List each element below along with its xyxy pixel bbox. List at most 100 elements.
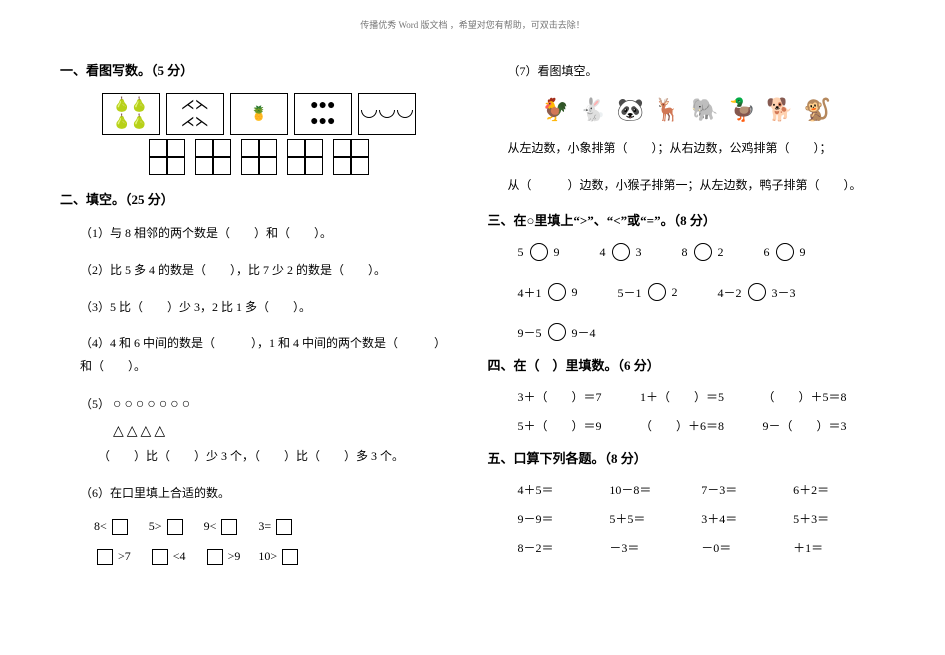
section-1-title: 一、看图写数。（5 分） (60, 60, 458, 79)
box-post: >9 (228, 549, 241, 564)
box-pre: 3= (258, 519, 271, 534)
cmp-a: 8 (682, 245, 688, 260)
box-pre: 5> (149, 519, 162, 534)
section-4-grid: 3＋（ ）＝7 1＋（ ）＝5 （ ）＋5＝8 5＋（ ）＝9 （ ）＋6＝8 … (488, 388, 886, 434)
box-pre: 8< (94, 519, 107, 534)
cmp-b: 9 (572, 285, 578, 300)
compare-item: 69 (764, 243, 806, 261)
blank-box (112, 519, 128, 535)
triangles-row: △△△△ (113, 424, 168, 439)
rooster-icon: 🐓 (542, 97, 569, 123)
box-fill-row-1: 8< 5> 9< 3= (60, 519, 458, 535)
blank-box (152, 549, 168, 565)
section-4-title: 四、在（ ）里填数。（6 分） (488, 355, 886, 374)
compare-item: 4－2 3－3 (718, 283, 796, 301)
fill-eq: 3＋（ ）＝7 (518, 388, 641, 405)
elephant-icon: 🐘 (691, 97, 718, 123)
box-item: 8< (94, 519, 131, 535)
calc-eq: 4＋5＝ (518, 481, 610, 498)
card-dots: ●●●●●● (294, 93, 352, 135)
deer-icon: 🦌 (654, 97, 681, 123)
blank-circle (748, 283, 766, 301)
compare-item: 4＋1 9 (518, 283, 578, 301)
blank-box (276, 519, 292, 535)
cmp-a: 6 (764, 245, 770, 260)
rabbit-icon: 🐇 (579, 97, 606, 123)
blank-box (167, 519, 183, 535)
cmp-b: 3 (636, 245, 642, 260)
q2-5-label: （5） (80, 397, 110, 411)
blank-circle (776, 243, 794, 261)
calc-eq: 8－2＝ (518, 539, 610, 556)
blank-circle (530, 243, 548, 261)
duck-icon: 🦆 (729, 97, 756, 123)
cmp-a: 4 (600, 245, 606, 260)
q2-7-label: （7）看图填空。 (488, 60, 886, 83)
blank-box (282, 549, 298, 565)
box-item: 3= (258, 519, 295, 535)
card-bowls (358, 93, 416, 135)
section-5-grid: 4＋5＝ 10－8＝ 7－3＝ 6＋2＝ 9－9＝ 5＋5＝ 3＋4＝ 5＋3＝… (488, 481, 886, 556)
calc-eq: 3＋4＝ (701, 510, 793, 527)
fill-eq: 5＋（ ）＝9 (518, 417, 641, 434)
card-pineapple: 🍍 (230, 93, 288, 135)
blank-circle (548, 283, 566, 301)
animal-row: 🐓 🐇 🐼 🦌 🐘 🦆 🐕 🐒 (488, 97, 886, 123)
compare-row-3: 9－5 9－4 (488, 323, 886, 341)
box-post: >7 (118, 549, 131, 564)
box-post: <4 (173, 549, 186, 564)
calc-eq: 9－9＝ (518, 510, 610, 527)
section-2-title: 二、填空。（25 分） (60, 189, 458, 208)
page: 一、看图写数。（5 分） 🍐🍐🍐🍐 ⋌⋋⋌⋋ 🍍 ●●●●●● 二、填空。（25… (0, 0, 945, 585)
box-item: >9 (204, 549, 241, 565)
panda-icon: 🐼 (616, 97, 643, 123)
fill-eq: （ ）＋6＝8 (640, 417, 763, 434)
answer-grid (241, 139, 277, 175)
right-column: （7）看图填空。 🐓 🐇 🐼 🦌 🐘 🦆 🐕 🐒 从左边数，小象排第（ ）；从右… (488, 60, 886, 565)
cmp-a: 4－2 (718, 284, 742, 301)
section-3-title: 三、在○里填上“>”、“<”或“=”。（8 分） (488, 210, 886, 229)
calc-eq: －0＝ (701, 539, 793, 556)
compare-item: 9－5 9－4 (518, 323, 596, 341)
box-item: 5> (149, 519, 186, 535)
cmp-b: 9－4 (572, 324, 596, 341)
dog-icon: 🐕 (766, 97, 793, 123)
calc-eq: 5＋5＝ (609, 510, 701, 527)
answer-grid (195, 139, 231, 175)
compare-item: 82 (682, 243, 724, 261)
q2-1: （1）与 8 相邻的两个数是（ ）和（ ）。 (60, 222, 458, 245)
card-dragonfly: ⋌⋋⋌⋋ (166, 93, 224, 135)
q2-5-text: （ ）比（ ）少 3 个，（ ）比（ ）多 3 个。 (80, 449, 404, 463)
blank-box (97, 549, 113, 565)
header-note: 传播优秀 Word 版文档 ，希望对您有帮助，可双击去除！ (0, 18, 945, 31)
box-item: 10> (258, 549, 301, 565)
calc-eq: 7－3＝ (701, 481, 793, 498)
blank-box (207, 549, 223, 565)
left-column: 一、看图写数。（5 分） 🍐🍐🍐🍐 ⋌⋋⋌⋋ 🍍 ●●●●●● 二、填空。（25… (60, 60, 458, 565)
cmp-b: 2 (672, 285, 678, 300)
cmp-a: 5 (518, 245, 524, 260)
compare-row-2: 4＋1 9 5－1 2 4－2 3－3 (488, 283, 886, 301)
blank-circle (548, 323, 566, 341)
cmp-a: 5－1 (618, 284, 642, 301)
circles-row: ○○○○○○○ (113, 397, 193, 412)
box-fill-row-2: >7 <4 >9 10> (60, 549, 458, 565)
blank-circle (612, 243, 630, 261)
fill-eq: 1＋（ ）＝5 (640, 388, 763, 405)
q2-7-line1: 从左边数，小象排第（ ）；从右边数，公鸡排第（ ）； (488, 137, 886, 160)
cmp-a: 9－5 (518, 324, 542, 341)
compare-row-1: 59 43 82 69 (488, 243, 886, 261)
blank-box (221, 519, 237, 535)
box-item: <4 (149, 549, 186, 565)
box-item: 9< (204, 519, 241, 535)
compare-item: 43 (600, 243, 642, 261)
box-item: >7 (94, 549, 131, 565)
image-card-row: 🍐🍐🍐🍐 ⋌⋋⋌⋋ 🍍 ●●●●●● (60, 93, 458, 135)
q2-4: （4）4 和 6 中间的数是（ ），1 和 4 中间的两个数是（ ）和（ ）。 (60, 332, 458, 378)
section-5-title: 五、口算下列各题。（8 分） (488, 448, 886, 467)
q2-5: （5） ○○○○○○○ （5） △△△△ （ ）比（ ）少 3 个，（ ）比（ … (60, 392, 458, 468)
card-fruit: 🍐🍐🍐🍐 (102, 93, 160, 135)
cmp-a: 4＋1 (518, 284, 542, 301)
calc-eq: 10－8＝ (609, 481, 701, 498)
cmp-b: 3－3 (772, 284, 796, 301)
